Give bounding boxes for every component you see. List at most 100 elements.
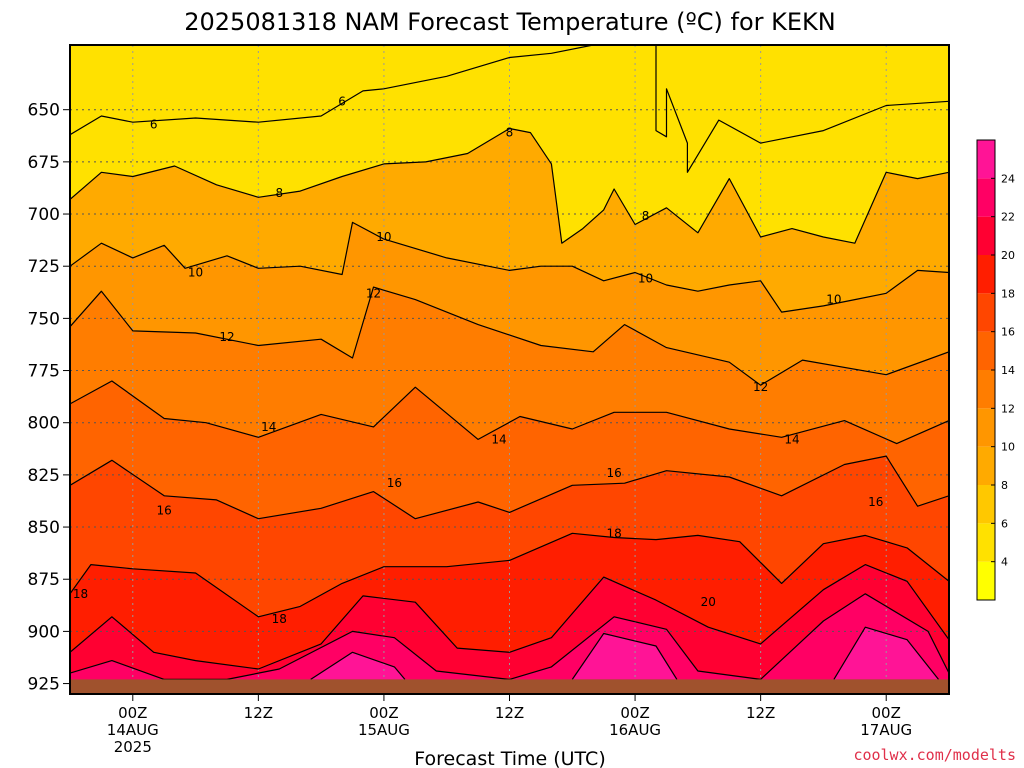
isotherm-14 [70,380,949,445]
y-tick-label: 775 [28,362,60,382]
y-tick-label: 750 [28,309,60,329]
y-tick-label: 725 [28,257,60,277]
colorbar-label: 14 [1001,364,1015,377]
y-tick-label: 800 [28,414,60,434]
isotherm-label: 16 [387,476,402,490]
x-tick-label: 17AUG [860,721,912,739]
isotherm-label: 14 [491,432,506,446]
isotherm-label: 8 [506,126,514,140]
isotherm-label: 14 [784,432,799,446]
y-tick-label: 925 [28,675,60,695]
colorbar-label: 20 [1001,249,1015,262]
colorbar-label: 24 [1001,172,1015,185]
colorbar-swatch [977,485,995,524]
band-cold-top [70,45,594,135]
x-tick-label: 12Z [495,704,524,722]
colorbar-label: 18 [1001,287,1015,300]
grid-lines [70,45,949,694]
isotherm-24 [571,632,678,680]
isotherm-label: 8 [275,186,283,200]
isotherm-label: 18 [73,587,88,601]
isotherm-label: 14 [261,420,276,434]
isotherm-label: 16 [157,503,172,517]
isotherm-16 [70,455,949,520]
colorbar-swatch [977,446,995,485]
isotherm-20 [70,564,949,670]
band-22 [70,593,949,694]
x-tick-label: 00Z [872,704,901,722]
colorbar-label: 6 [1001,517,1008,530]
isotherm-label: 18 [272,612,287,626]
y-tick-label: 700 [28,205,60,225]
isotherm-label: 12 [219,330,234,344]
x-tick-label: 2025 [114,738,152,756]
colorbar-label: 16 [1001,326,1015,339]
colorbar-swatch [977,216,995,255]
colorbar-label: 10 [1001,441,1015,454]
isotherm-label: 6 [150,117,158,131]
isotherm-label: 16 [607,466,622,480]
band-24 [833,627,939,680]
colorbar-swatch [977,293,995,332]
isotherm-24 [310,651,406,680]
isotherm-label: 12 [753,380,768,394]
x-tick-label: 16AUG [609,721,661,739]
band-20 [70,564,949,694]
isotherm-12 [70,286,949,386]
colorbar-swatch [977,523,995,562]
chart-title: 2025081318 NAM Forecast Temperature (ºC)… [184,8,836,36]
isotherm-label: 10 [638,272,653,286]
credit-text[interactable]: coolwx.com/modelts [853,746,1016,764]
colorbar-label: 12 [1001,402,1015,415]
isotherm-label: 20 [701,595,716,609]
isotherm-label: 6 [338,94,346,108]
x-tick-label: 00Z [620,704,649,722]
x-tick-label: 00Z [118,704,147,722]
colorbar-swatch [977,178,995,217]
plot-area: 6 6 8 8 8 10 10 10 10 12 12 12 14 14 14 16 16 16 16 18 18 18 2… [70,45,949,694]
colorbar-label: 8 [1001,479,1008,492]
x-tick-label: 12Z [244,704,273,722]
isotherm-labels: 6 6 8 8 8 10 10 10 10 12 12 12 14 14 14 16 16 16 16 18 18 18 2… [73,94,884,626]
isotherm-label: 18 [607,526,622,540]
colorbar: 4 6 8 10 12 14 16 18 20 22 24 [976,139,1015,601]
x-axis-title: Forecast Time (UTC) [414,748,605,768]
isotherm-label: 10 [188,265,203,279]
ground-surface [70,679,949,694]
band-cold-pocket [656,45,949,173]
colorbar-swatch [977,331,995,370]
y-tick-label: 825 [28,466,60,486]
colorbar-swatch [977,140,995,179]
isotherm-lines [70,45,949,680]
colorbar-label: 22 [1001,211,1015,224]
isotherm-6 [655,45,949,173]
band-24 [310,652,405,680]
x-tick-label: 15AUG [358,721,410,739]
isotherm-label: 8 [642,209,650,223]
y-axis: 650 675 700 725 750 775 800 825 850 875 900 925 [28,101,70,695]
y-tick-label: 650 [28,101,60,121]
colorbar-swatch [977,561,995,600]
x-tick-label: 00Z [369,704,398,722]
isotherm-24 [833,626,939,680]
isotherm-label: 12 [366,286,381,300]
colorbar-swatch [977,255,995,294]
y-tick-label: 850 [28,518,60,538]
y-tick-label: 900 [28,622,60,642]
isotherm-8 [70,127,949,244]
x-tick-label: 14AUG [107,721,159,739]
colorbar-swatch [977,370,995,409]
isotherm-label: 10 [376,230,391,244]
isotherm-label: 16 [868,495,883,509]
isotherm-10 [70,221,949,313]
colorbar-swatch [977,408,995,447]
y-tick-label: 875 [28,570,60,590]
x-tick-label: 12Z [746,704,775,722]
isotherm-6 [70,45,594,136]
isotherm-label: 10 [826,293,841,307]
colorbar-label: 4 [1001,556,1008,569]
y-tick-label: 675 [28,153,60,173]
isotherm-18 [70,532,949,618]
